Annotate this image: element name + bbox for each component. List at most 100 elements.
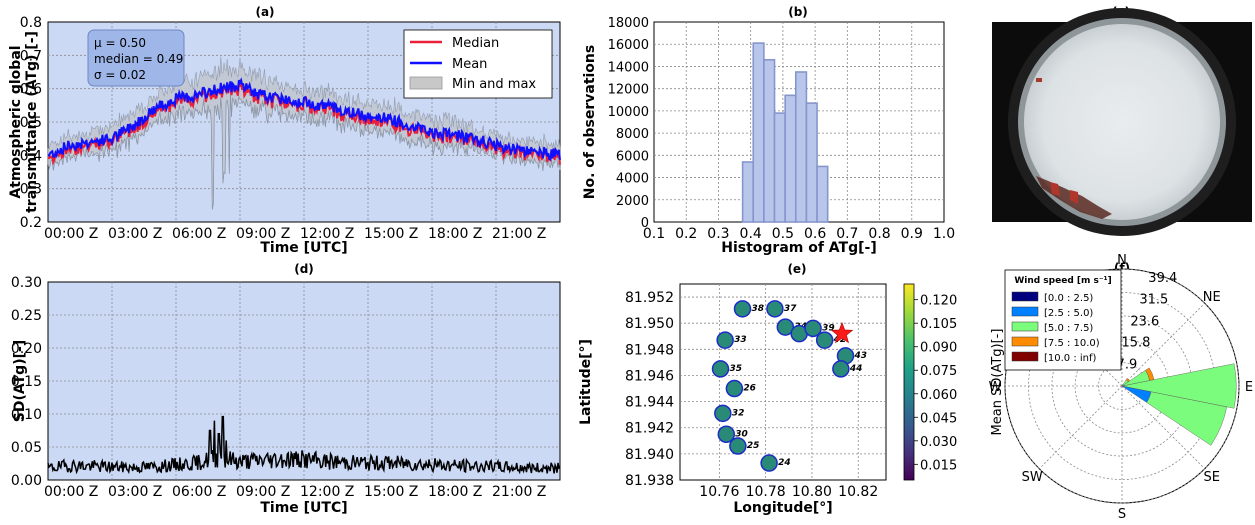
panel-d-x-tick-label: 12:00 Z xyxy=(300,484,354,500)
panel-b-x-tick-label: 0.9 xyxy=(901,226,923,242)
panel-e-x-label: Longitude[°] xyxy=(733,500,832,516)
position-marker-label: 39 xyxy=(822,323,835,333)
position-marker xyxy=(729,437,747,455)
panel-e-grid xyxy=(680,284,886,480)
position-marker xyxy=(832,360,850,378)
panel-d-y-tick-label: 0.25 xyxy=(11,308,42,324)
colorbar-ticks: 0.015 0.030 0.045 0.060 0.075 0.090 0.105 0.120 xyxy=(914,294,957,473)
position-marker-label: 32 xyxy=(732,408,745,418)
wind-legend-swatch xyxy=(1011,321,1039,332)
panel-a-y-tick-label: 0.7 xyxy=(20,48,42,64)
wind-legend-label: [10.0 : inf) xyxy=(1044,353,1097,364)
position-marker-label: 43 xyxy=(853,351,867,361)
position-marker-label: 35 xyxy=(730,364,743,374)
panel-d-y-tick-label: 0.05 xyxy=(11,440,42,456)
histogram-bar xyxy=(741,161,755,223)
panel-b-y-tick-label: 6000 xyxy=(616,149,649,164)
panel-a-y-tick-label: 0.6 xyxy=(20,82,42,98)
panel-a-x-tick-label: 21:00 Z xyxy=(492,226,546,242)
panel-b-x-label: Histogram of ATg[-] xyxy=(721,240,877,256)
wind-rose-direction-label: W xyxy=(989,380,1002,395)
panel-e-y-tick-label: 81.938 xyxy=(625,473,674,489)
panel-a-mean-line xyxy=(47,77,561,161)
position-marker-label: 25 xyxy=(747,441,760,451)
panel-a-stats-box xyxy=(87,29,185,87)
colorbar-tick-label: 0.090 xyxy=(920,341,957,356)
wind-legend-swatch xyxy=(1011,336,1039,347)
colorbar-label: Mean SD(ATg)[-] xyxy=(990,329,1005,436)
panel-e-y-tick-label: 81.948 xyxy=(625,342,674,358)
panel-a-chart: (a) 0.2 0.3 0.4 0.5 0.6 0.7 0.8 00:00 Z 03:00 Z… xyxy=(8,5,561,256)
panel-b-y-label: No. of observations xyxy=(582,45,598,199)
position-marker xyxy=(733,300,752,318)
position-marker-label: 33 xyxy=(734,335,747,345)
panel-a-y-tick-label: 0.3 xyxy=(20,182,42,198)
panel-b-y-tick-label: 10000 xyxy=(608,105,649,120)
panel-a-stat-mean: μ = 0.50 xyxy=(94,36,146,50)
panel-e-y-label: Latitude[°] xyxy=(578,339,594,425)
histogram-bar xyxy=(763,58,776,223)
histogram-bar xyxy=(784,94,797,223)
panel-b-y-tick-label: 8000 xyxy=(616,127,649,142)
panel-a-y-label-line2: transmittance (ATg) [-] xyxy=(24,31,40,213)
panel-a-x-tick-label: 15:00 Z xyxy=(364,226,418,242)
wind-rose-legend: Wind speed [m s⁻¹] [0.0 : 2.5) [2.5 : 5.0… xyxy=(1004,269,1122,371)
panel-e-y-ticks: 81.938 81.940 81.942 81.944 81.946 81.948 81.9… xyxy=(625,290,674,489)
panel-a-x-tick-label: 03:00 Z xyxy=(108,226,162,242)
colorbar-tick-label: 0.030 xyxy=(920,435,957,450)
panel-d-y-tick-label: 0.00 xyxy=(11,473,42,489)
panel-d-chart: (d) 0.00 0.05 0.10 0.15 0.20 0.25 0.30 00:00 Z… xyxy=(11,262,561,516)
panel-a-stat-median: median = 0.49 xyxy=(94,52,183,66)
position-marker xyxy=(711,360,730,378)
wind-rose-sector xyxy=(1125,378,1130,383)
panel-a-y-tick-label: 0.2 xyxy=(20,215,42,231)
wind-rose-spoke xyxy=(1121,302,1206,387)
panel-e-x-tick-label: 10.80 xyxy=(792,484,832,500)
position-marker-label: 37 xyxy=(784,304,797,314)
wind-legend-swatch xyxy=(1011,306,1039,317)
colorbar-tick-label: 0.060 xyxy=(920,388,957,403)
wind-rose-sector xyxy=(1145,367,1155,381)
panel-b-y-tick-label: 2000 xyxy=(616,194,649,209)
panel-a-title: (a) xyxy=(255,5,274,19)
wind-legend-swatch xyxy=(1011,291,1039,302)
panel-e-y-tick-label: 81.950 xyxy=(625,316,674,332)
panel-b-x-tick-label: 0.5 xyxy=(772,226,794,242)
panel-d-x-tick-label: 18:00 Z xyxy=(428,484,482,500)
wind-rose-spoke xyxy=(1121,385,1206,470)
colorbar-tick-label: 0.120 xyxy=(920,294,957,309)
wind-rose-direction-label: SE xyxy=(1204,470,1220,485)
panel-d-y-ticks: 0.00 0.05 0.10 0.15 0.20 0.25 0.30 xyxy=(11,275,42,489)
panel-e-x-tick-label: 10.82 xyxy=(838,484,878,500)
wind-legend-label: [2.5 : 5.0) xyxy=(1044,308,1093,319)
panel-d-y-tick-label: 0.20 xyxy=(11,341,42,357)
ship-mast-light xyxy=(1036,78,1042,82)
panel-d-y-tick-label: 0.15 xyxy=(11,374,42,390)
panel-a-y-tick-label: 0.5 xyxy=(20,115,42,131)
position-marker xyxy=(804,319,822,338)
wind-rose-direction-label: SW xyxy=(1022,470,1043,485)
panel-d-grid xyxy=(48,282,560,480)
colorbar-tick-label: 0.045 xyxy=(920,411,957,426)
panel-e-x-tick-label: 10.78 xyxy=(746,484,786,500)
colorbar-tick-label: 0.015 xyxy=(920,458,957,473)
wind-rose-direction-label: N xyxy=(1117,253,1127,268)
panel-a-x-tick-label: 18:00 Z xyxy=(428,226,482,242)
position-marker-label: 44 xyxy=(849,364,863,374)
position-marker-label: 38 xyxy=(751,304,764,314)
panel-d-sd-line xyxy=(47,415,561,475)
panel-b-y-tick-label: 4000 xyxy=(616,172,649,187)
panel-e-title: (e) xyxy=(787,262,806,276)
panel-e-y-tick-label: 81.940 xyxy=(625,447,674,463)
panel-b-x-ticks: 0.1 0.2 0.3 0.4 0.5 0.6 0.7 0.8 0.9 1.0 xyxy=(643,226,955,242)
wind-rose-radial-label: 23.6 xyxy=(1130,314,1159,329)
position-marker xyxy=(717,425,736,444)
panel-b-y-tick-label: 14000 xyxy=(608,60,649,75)
panel-d-y-label: SD(ATg)[-] xyxy=(12,340,28,422)
legend-mean-label: Mean xyxy=(452,57,487,72)
panel-d-title: (d) xyxy=(294,262,314,276)
position-marker xyxy=(815,331,834,349)
panel-e-x-tick-label: 10.76 xyxy=(699,484,739,500)
wind-rose-direction-label: E xyxy=(1245,380,1253,395)
